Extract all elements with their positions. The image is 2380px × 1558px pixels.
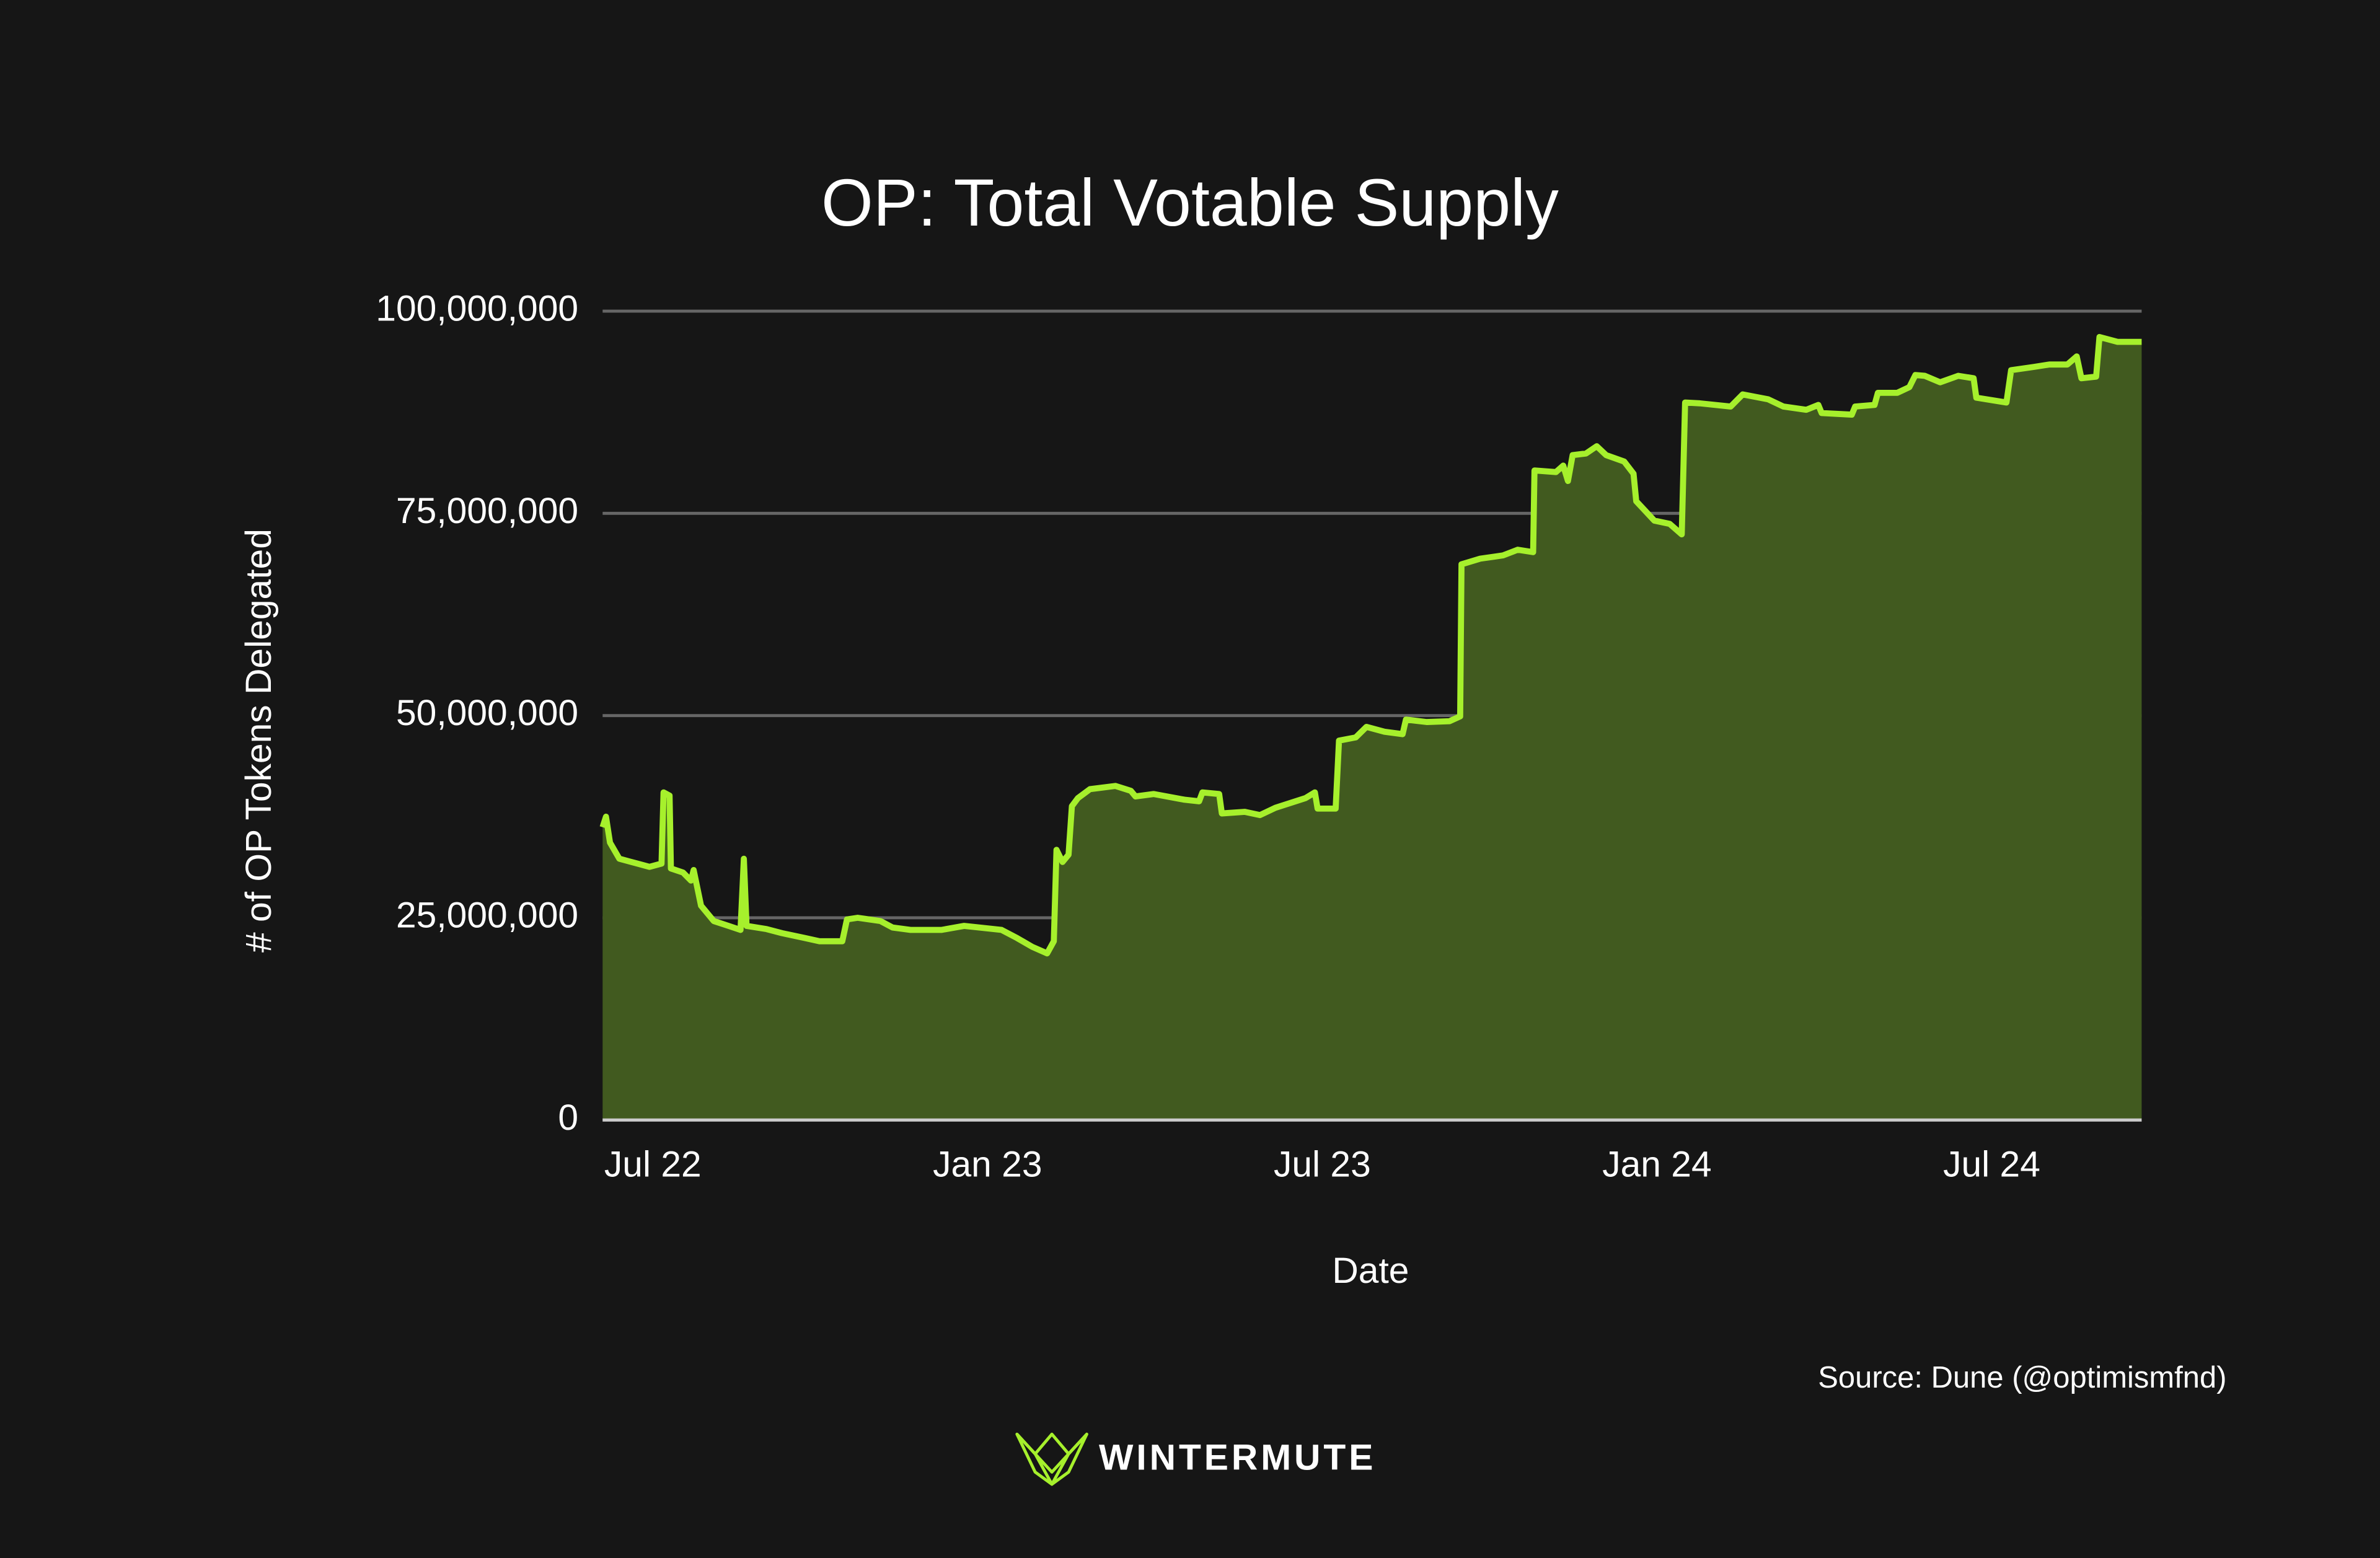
x-tick-label: Jul 23	[1274, 1145, 1371, 1185]
x-tick-label: Jul 22	[604, 1145, 702, 1185]
y-tick-label: 25,000,000	[396, 895, 578, 935]
x-tick-label: Jul 24	[1943, 1145, 2040, 1185]
source-note: Source: Dune (@optimismfnd)	[1818, 1361, 2226, 1394]
y-tick-label: 0	[558, 1098, 578, 1138]
chart-title: OP: Total Votable Supply	[821, 165, 1559, 240]
series-line	[599, 333, 2142, 957]
x-tick-label: Jan 24	[1602, 1145, 1711, 1185]
brand-name: WINTERMUTE	[1099, 1437, 1376, 1477]
brand-logo	[1015, 1432, 1088, 1486]
y-tick-label: 75,000,000	[396, 491, 578, 531]
y-tick-label: 100,000,000	[376, 289, 578, 329]
plot-area	[599, 309, 2142, 1122]
y-axis-label: # of OP Tokens Delegated	[239, 529, 279, 953]
x-axis-label: Date	[1332, 1251, 1409, 1291]
x-tick-label: Jan 23	[933, 1145, 1042, 1185]
y-tick-label: 50,000,000	[396, 693, 578, 733]
